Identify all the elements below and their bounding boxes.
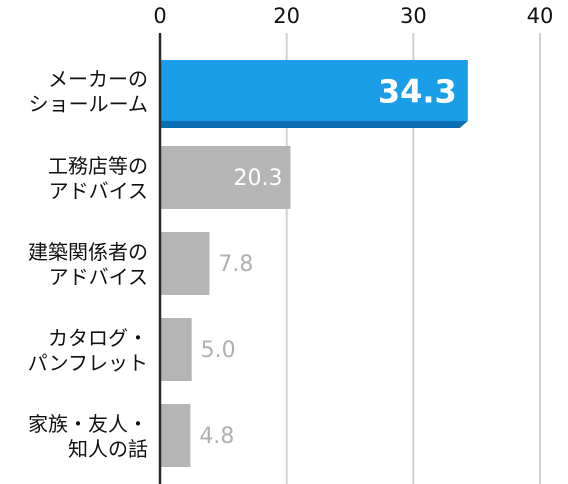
bar-value-label: 20.3 — [233, 166, 282, 191]
x-tick-label: 20 — [273, 4, 300, 28]
category-label-line: パンフレット — [28, 351, 148, 375]
category-label-line: アドバイス — [49, 179, 148, 203]
category-label-line: 家族・友人・ — [28, 412, 148, 436]
bar-bevel — [160, 121, 468, 128]
category-label-line: 建築関係者の — [28, 240, 148, 264]
bar-highlight — [160, 60, 468, 121]
x-tick-label: 0 — [153, 4, 166, 28]
bar — [160, 318, 192, 381]
bar — [160, 232, 210, 295]
bar — [160, 404, 191, 467]
bar-value-label: 5.0 — [201, 338, 236, 363]
category-label-line: 工務店等の — [48, 154, 148, 178]
bar — [160, 146, 291, 209]
bar-value-label: 7.8 — [218, 252, 253, 277]
category-label-line: カタログ・ — [48, 326, 148, 350]
category-label-line: 知人の話 — [68, 437, 148, 461]
x-tick-label: 30 — [400, 4, 427, 28]
category-label-line: ショールーム — [29, 92, 148, 116]
category-label-line: メーカーの — [48, 67, 148, 91]
category-label-line: アドバイス — [49, 265, 148, 289]
bar-value-label: 4.8 — [199, 424, 234, 449]
x-tick-label: 40 — [527, 4, 554, 28]
bar-value-label: 34.3 — [378, 73, 457, 111]
